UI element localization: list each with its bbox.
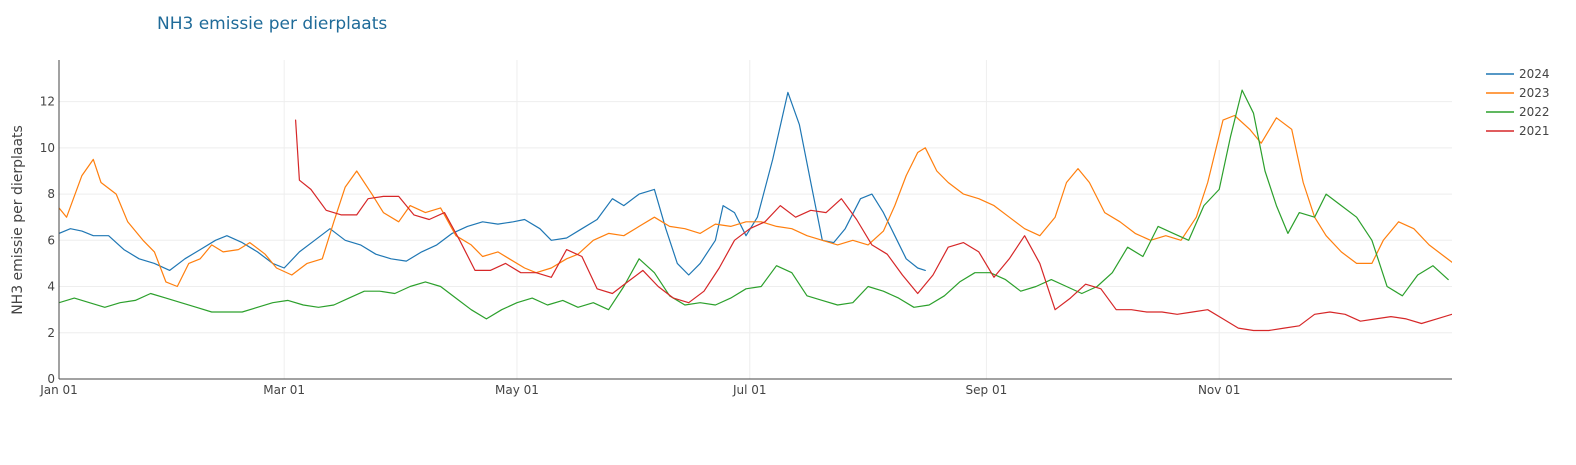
- x-tick-label: Jul 01: [732, 383, 767, 397]
- y-tick-label: 6: [47, 233, 55, 247]
- y-axis-title: NH3 emissie per dierplaats: [10, 125, 26, 315]
- x-tick-label: Sep 01: [966, 383, 1008, 397]
- series-layer: [59, 89, 1575, 332]
- series-line-2024[interactable]: [59, 91, 926, 276]
- series-line-2023[interactable]: [59, 114, 1517, 288]
- y-tick-label: 2: [47, 326, 55, 340]
- series-line-2022[interactable]: [59, 89, 1449, 320]
- legend-item-2022[interactable]: 2022: [1486, 105, 1550, 119]
- series-line-2021[interactable]: [295, 119, 1575, 332]
- legend[interactable]: 2024 2023 2022 2021: [1486, 67, 1550, 138]
- legend-label: 2021: [1519, 124, 1550, 138]
- legend-label: 2024: [1519, 67, 1550, 81]
- y-tick-label: 0: [47, 372, 55, 386]
- legend-label: 2022: [1519, 105, 1550, 119]
- y-tick-label: 12: [40, 95, 55, 109]
- y-tick-label: 8: [47, 187, 55, 201]
- y-tick-label: 10: [40, 141, 55, 155]
- legend-item-2023[interactable]: 2023: [1486, 86, 1550, 100]
- x-tick-label: Nov 01: [1198, 383, 1241, 397]
- axes-layer: 0 2 4 6 8 10 12 Jan 01 Mar 01 May 01 Jul 01 Sep 01 N…: [39, 60, 1452, 397]
- x-tick-label: Mar 01: [263, 383, 305, 397]
- y-tick-label: 4: [47, 280, 55, 294]
- x-tick-label: May 01: [495, 383, 539, 397]
- grid-layer: [59, 60, 1452, 379]
- x-tick-label: Jan 01: [39, 383, 78, 397]
- legend-label: 2023: [1519, 86, 1550, 100]
- legend-item-2021[interactable]: 2021: [1486, 124, 1550, 138]
- chart-title: NH3 emissie per dierplaats: [157, 14, 387, 34]
- legend-item-2024[interactable]: 2024: [1486, 67, 1550, 81]
